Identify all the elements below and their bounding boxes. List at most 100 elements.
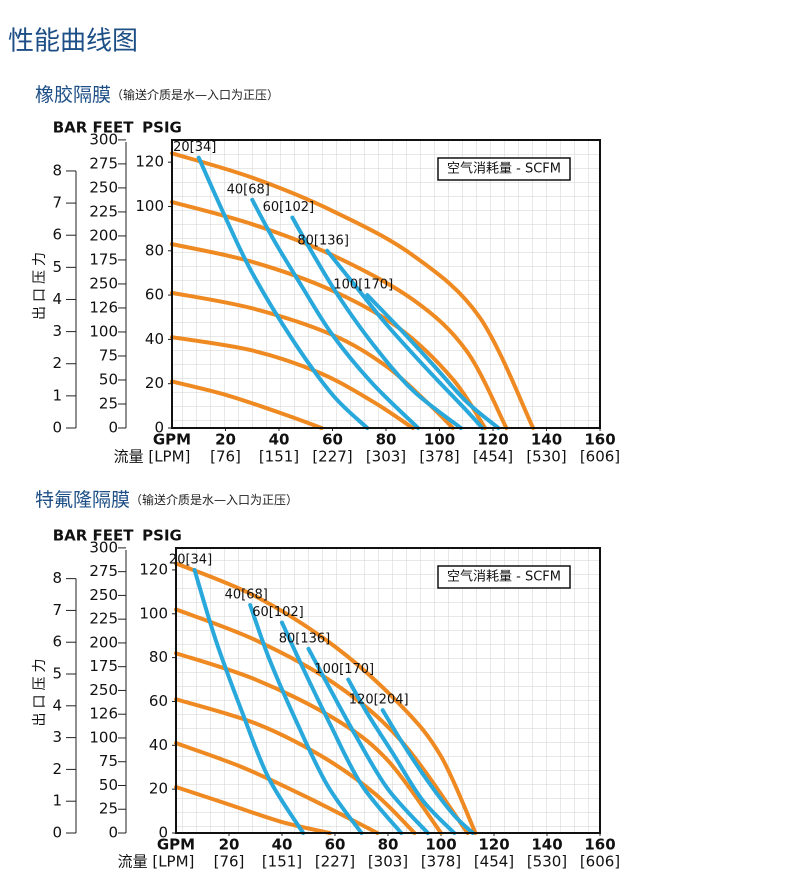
- y-tick-label: 0: [158, 824, 168, 842]
- section-title: 橡胶隔膜（输送介质是水—入口为正压）: [35, 84, 279, 106]
- feet-tick-label: 300: [89, 538, 118, 556]
- x-tick-label: 80: [376, 431, 397, 449]
- curve: [248, 603, 364, 835]
- feet-tick-label: 75: [99, 346, 118, 364]
- x2-axis-label: 流量 [LPM]: [118, 853, 195, 871]
- plot-frame: [175, 547, 601, 834]
- psig-axis-label: PSIG: [142, 119, 182, 137]
- x2-tick-label: [530]: [527, 853, 567, 871]
- page-title: 性能曲线图: [8, 27, 138, 57]
- y-tick-label: 20: [149, 780, 168, 798]
- curve: [365, 293, 501, 430]
- y-tick-label: 80: [149, 648, 168, 666]
- feet-tick-label: 0: [108, 419, 118, 437]
- curve: [170, 151, 536, 430]
- x2-tick-label: [454]: [473, 448, 513, 466]
- annotation-box: [437, 565, 571, 589]
- feet-axis-label: FEET: [93, 119, 135, 137]
- bar-tick-label: 4: [52, 696, 62, 714]
- curve: [325, 248, 485, 430]
- curve: [174, 784, 332, 835]
- x-tick-label: 60: [322, 431, 343, 449]
- y-tick-label: 100: [135, 197, 164, 215]
- feet-tick-label: 126: [89, 298, 118, 316]
- series-label: 40[68]: [227, 182, 270, 197]
- feet-axis-label: FEET: [93, 527, 135, 545]
- y-tick-label: 120: [135, 153, 164, 171]
- curve: [174, 561, 478, 835]
- curve: [196, 155, 370, 430]
- curve: [280, 620, 404, 835]
- curve: [170, 200, 509, 430]
- annotation-box: [437, 157, 571, 181]
- x-tick-label: 40: [269, 431, 290, 449]
- feet-tick-label: 25: [99, 800, 118, 818]
- y-tick-label: 100: [139, 604, 168, 622]
- bar-tick-label: 1: [52, 386, 62, 404]
- series-label: 40[68]: [225, 588, 268, 603]
- feet-tick-label: 100: [89, 728, 118, 746]
- series-label: 120[204]: [349, 693, 409, 708]
- x2-tick-label: [227]: [312, 448, 352, 466]
- feet-tick-label: 225: [89, 202, 118, 220]
- bar-axis-label: BAR: [53, 119, 88, 137]
- feet-tick-label: 225: [89, 610, 118, 628]
- feet-tick-label: 175: [89, 657, 118, 675]
- curve: [174, 697, 417, 835]
- x2-tick-label: [530]: [526, 448, 566, 466]
- feet-tick-label: 275: [89, 154, 118, 172]
- curve: [174, 607, 470, 835]
- bar-tick-label: 5: [52, 258, 62, 276]
- series-label: 80[136]: [279, 631, 331, 646]
- x-tick-label: 160: [584, 836, 615, 854]
- x2-tick-label: [606]: [580, 853, 620, 871]
- x2-tick-label: [378]: [419, 448, 459, 466]
- feet-tick-label: 200: [89, 226, 118, 244]
- feet-tick-label: 300: [89, 130, 118, 148]
- y-tick-label: 60: [145, 286, 164, 304]
- curve: [170, 379, 324, 430]
- bar-tick-label: 3: [52, 322, 62, 340]
- x2-tick-label: [454]: [474, 853, 514, 871]
- series-label: 20[34]: [169, 552, 212, 567]
- series-label: 60[102]: [263, 200, 315, 215]
- x2-axis-label: 流量 [LPM]: [114, 448, 191, 466]
- x2-tick-label: [76]: [210, 448, 241, 466]
- series-label: 20[34]: [173, 140, 216, 155]
- psig-axis-label: PSIG: [142, 527, 182, 545]
- x2-tick-label: [151]: [262, 853, 302, 871]
- y-tick-label: 120: [139, 560, 168, 578]
- x2-tick-label: [76]: [214, 853, 245, 871]
- curve: [170, 242, 487, 430]
- y-tick-label: 40: [149, 736, 168, 754]
- bar-tick-label: 0: [52, 419, 62, 437]
- x2-tick-label: [303]: [366, 448, 406, 466]
- x-tick-label: 100: [424, 431, 455, 449]
- x-tick-label: 20: [219, 836, 240, 854]
- x-axis-label: GPM: [153, 431, 191, 449]
- plot-frame: [171, 139, 601, 429]
- bar-tick-label: 7: [52, 601, 62, 619]
- x2-tick-label: [606]: [580, 448, 620, 466]
- series-label: 100[170]: [314, 662, 374, 677]
- feet-tick-label: 200: [89, 633, 118, 651]
- y-tick-label: 80: [145, 241, 164, 259]
- bar-tick-label: 2: [52, 760, 62, 778]
- curve: [192, 567, 306, 835]
- section-title: 特氟隆隔膜（输送介质是水—入口为正压）: [35, 489, 298, 511]
- feet-tick-label: 75: [99, 752, 118, 770]
- bar-tick-label: 8: [52, 161, 62, 179]
- side-axis-label: 出口压力: [32, 655, 48, 727]
- x2-tick-label: [151]: [259, 448, 299, 466]
- side-axis-label: 出口压力: [32, 248, 48, 320]
- x-tick-label: 40: [272, 836, 293, 854]
- y-tick-label: 0: [154, 419, 164, 437]
- x2-tick-label: [227]: [315, 853, 355, 871]
- feet-tick-label: 0: [108, 824, 118, 842]
- x-tick-label: 160: [584, 431, 615, 449]
- feet-tick-label: 50: [99, 370, 118, 388]
- feet-tick-label: 250: [89, 178, 118, 196]
- y-tick-label: 20: [145, 374, 164, 392]
- curve: [380, 708, 475, 835]
